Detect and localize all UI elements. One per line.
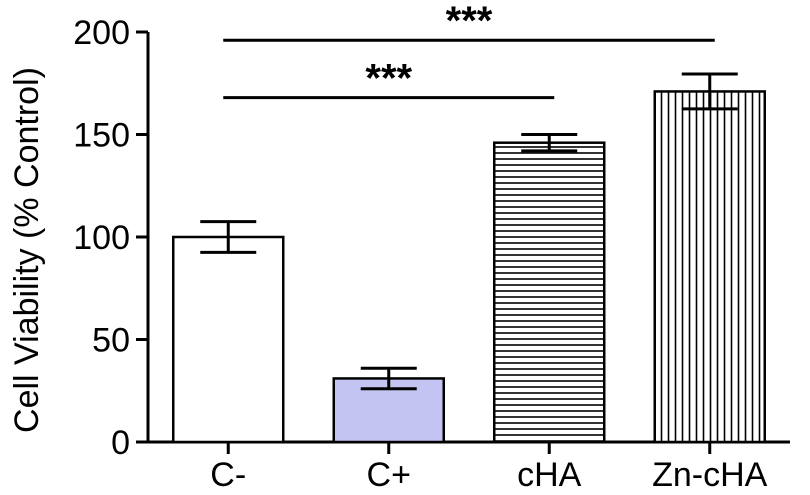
bar-c- — [172, 235, 285, 444]
axes: 0 50 100 150 200 C- C+ cHA Zn-cHA — [73, 14, 790, 494]
significance-label-1: *** — [365, 57, 412, 101]
significance-annotations: *** *** — [223, 0, 715, 101]
x-tick-label: C+ — [367, 456, 411, 494]
bars — [172, 72, 766, 444]
y-tick-label: 50 — [92, 322, 130, 360]
y-axis-label: Cell Viability (% Control) — [8, 67, 46, 433]
x-tick-label: Zn-cHA — [652, 456, 768, 494]
y-tick-label: 100 — [73, 219, 130, 257]
x-tick-label: cHA — [517, 456, 582, 494]
y-tick-label: 0 — [111, 424, 130, 462]
significance-label-2: *** — [446, 0, 493, 43]
y-tick-label: 200 — [73, 14, 130, 52]
bar-zn-cha — [653, 90, 766, 444]
x-tick-label: C- — [210, 456, 246, 494]
bar-cha — [493, 141, 606, 444]
y-tick-label: 150 — [73, 117, 130, 155]
